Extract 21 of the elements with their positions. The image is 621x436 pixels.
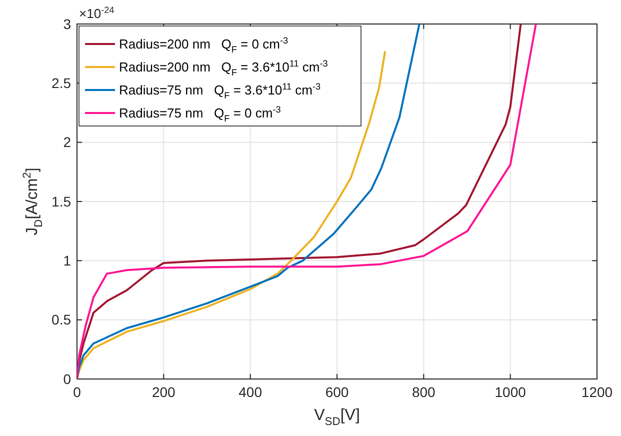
- x-tick-label: 200: [152, 384, 176, 400]
- y-tick-label: 1.5: [52, 193, 72, 210]
- line-series: [77, 24, 420, 379]
- x-tick-label: 800: [412, 384, 436, 400]
- legend-label: Radius=75 nm Q$_{F}$ = 3.6*10$^{11}$ cm$^{-3}$: [119, 81, 321, 100]
- y-tick-label: 1: [63, 252, 72, 269]
- y-tick-label: 3: [63, 16, 72, 32]
- y-tick-label: 0.5: [52, 312, 72, 328]
- x-tick-label: 0: [73, 384, 82, 400]
- text: ×10$^{-24}$: [79, 4, 114, 21]
- x-tick-label: 400: [238, 384, 262, 400]
- legend-label: Radius=200 nm Q$_{F}$ = 0 cm$^{-3}$: [119, 35, 288, 54]
- x-tick-label: 1200: [581, 384, 613, 400]
- legend-label: Radius=200 nm Q$_{F}$ = 3.6*10$^{11}$ cm$^{-3}$: [119, 58, 328, 78]
- y-tick-label: 0: [63, 370, 72, 387]
- x-axis-title: V$_{SD}$[V]: [314, 407, 360, 428]
- legend-label: Radius=75 nm Q$_{F}$ = 0 cm$^{-3}$: [119, 104, 281, 124]
- x-tick-label: 1000: [494, 384, 526, 400]
- y-tick-label: 2: [63, 134, 72, 150]
- y-tick-label: 2.5: [52, 75, 72, 92]
- x-tick-label: 600: [325, 384, 349, 400]
